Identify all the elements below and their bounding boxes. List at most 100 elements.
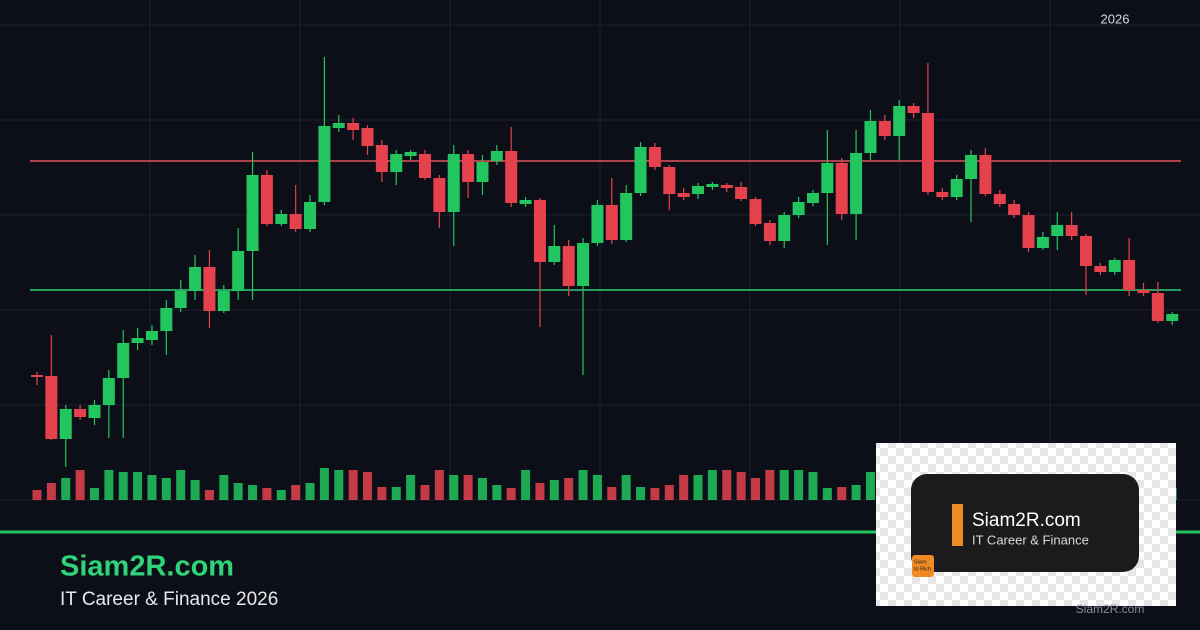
volume-bar	[75, 470, 85, 500]
candle-body	[548, 246, 561, 262]
logo-icon	[912, 555, 934, 577]
volume-bar	[161, 478, 171, 500]
candle-body	[404, 152, 417, 156]
candle-body	[792, 202, 805, 215]
volume-bar	[693, 475, 703, 500]
volume-bar	[794, 470, 804, 500]
volume-bar	[736, 472, 746, 500]
volume-bar	[46, 483, 56, 500]
candle-body	[1065, 225, 1078, 236]
volume-bar	[420, 485, 430, 500]
logo-title: Siam2R.com	[972, 510, 1081, 531]
volume-bar	[434, 470, 444, 500]
volume-bar	[391, 487, 401, 500]
volume-bar	[363, 472, 373, 500]
candle-body	[217, 291, 230, 311]
candle-body	[965, 155, 978, 179]
candle-body	[677, 193, 690, 197]
candle-body	[289, 214, 302, 229]
volume-bar	[808, 472, 818, 500]
candle-body	[375, 145, 388, 172]
volume-bar	[406, 475, 416, 500]
candle-body	[1137, 290, 1150, 293]
candle-body	[232, 251, 245, 291]
volume-bar	[233, 483, 243, 500]
volume-bar	[32, 490, 42, 500]
volume-bar	[722, 470, 732, 500]
volume-bar	[118, 472, 128, 500]
x-label: 2026	[1101, 11, 1130, 26]
candle-body	[145, 331, 158, 340]
volume-bar	[377, 487, 387, 500]
candle-body	[31, 375, 43, 377]
candle-body	[663, 167, 676, 194]
candle-body	[806, 193, 819, 203]
watermark: Siam2R.com	[1076, 602, 1145, 616]
volume-bar	[276, 490, 286, 500]
volume-bar	[521, 470, 531, 500]
brand-title: Siam2R.com	[60, 551, 234, 583]
candle-body	[332, 123, 345, 128]
brand-subtitle: IT Career & Finance 2026	[60, 589, 278, 610]
candle-body	[74, 409, 87, 417]
volume-bar	[449, 475, 459, 500]
candle-body	[907, 106, 920, 113]
volume-bar	[564, 478, 574, 500]
candle-body	[950, 179, 963, 197]
candle-body	[821, 163, 834, 193]
volume-bar	[506, 488, 516, 500]
candle-body	[778, 215, 791, 241]
logo-subtitle: IT Career & Finance	[972, 532, 1089, 547]
volume-bar	[334, 470, 344, 500]
volume-bar	[822, 488, 832, 500]
candle-body	[749, 199, 762, 224]
volume-bar	[262, 488, 272, 500]
candle-body	[921, 113, 934, 192]
logo-icon-text: to Rich	[914, 566, 931, 572]
candle-body	[361, 128, 374, 146]
volume-bar	[305, 483, 315, 500]
candle-body	[519, 200, 532, 204]
candle-body	[692, 186, 705, 194]
logo-icon-text: Siam	[914, 559, 927, 565]
logo-card	[911, 474, 1139, 572]
candle-body	[490, 151, 503, 161]
volume-bar	[636, 487, 646, 500]
volume-bar	[621, 475, 631, 500]
candle-body	[174, 291, 187, 308]
candle-body	[1108, 260, 1121, 272]
candle-body	[1051, 225, 1064, 236]
volume-bar	[104, 470, 114, 500]
volume-bar	[61, 478, 71, 500]
candle-body	[418, 154, 431, 178]
candle-body	[476, 162, 489, 182]
candle-body	[88, 405, 101, 418]
candle-body	[1123, 260, 1136, 290]
candle-body	[189, 267, 202, 291]
volume-bar	[463, 475, 473, 500]
volume-bar	[679, 475, 689, 500]
candle-body	[117, 343, 130, 378]
candle-body	[160, 308, 173, 331]
volume-bar	[592, 475, 602, 500]
volume-bar	[535, 483, 545, 500]
candle-body	[605, 205, 618, 240]
candle-body	[763, 223, 776, 241]
volume-bar	[549, 480, 559, 500]
volume-bar	[707, 470, 717, 500]
candle-body	[1166, 314, 1179, 321]
volume-bar	[765, 470, 775, 500]
volume-bar	[291, 485, 301, 500]
candle-body	[864, 121, 877, 153]
volume-bar	[492, 485, 502, 500]
candle-body	[462, 154, 475, 182]
candle-body	[505, 151, 518, 203]
candle-body	[620, 193, 633, 240]
candle-body	[1036, 237, 1049, 248]
volume-bar	[89, 488, 99, 500]
volume-bar	[664, 485, 674, 500]
candle-body	[893, 106, 906, 136]
candle-body	[347, 123, 360, 130]
candle-body	[1080, 236, 1093, 266]
